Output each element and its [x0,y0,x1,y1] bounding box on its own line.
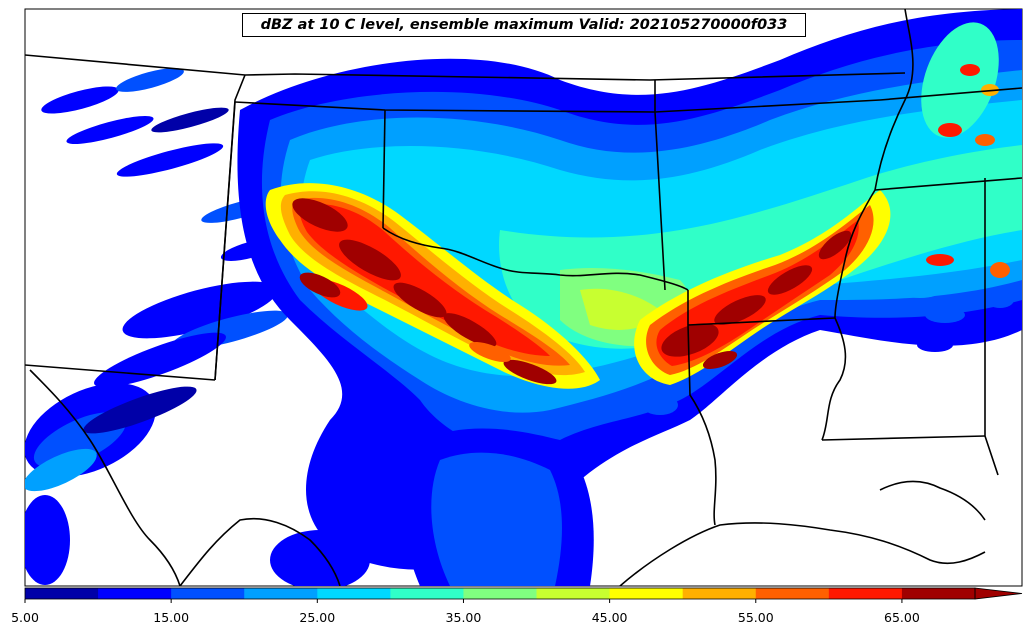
oklahoma-panhandle-border [382,109,386,229]
colorbar-segment [536,588,611,599]
mississippi-north-border [874,177,1022,191]
colorbar-tick-label: 55.00 [737,610,774,625]
colorbar-tick-label: 5.00 [11,610,39,625]
colorbar-segment [901,588,976,599]
colorbar-tick-label: 25.00 [299,610,336,625]
colorbar-tick-label: 35.00 [445,610,482,625]
texas-louisiana-border [687,290,717,526]
colorbar-segment [682,588,757,599]
colorbar [24,587,1023,603]
boundaries [25,9,1022,586]
colorbar-outline [24,587,976,600]
alabama-border [984,178,999,476]
arkansas-north-border [654,99,881,113]
colorbar-segment [244,588,318,599]
colorbar-segment [828,588,903,599]
louisiana-coast [879,480,986,521]
louisiana-south-border [821,435,986,441]
colorbar-segment [25,588,99,599]
colorbar-tick-label: 65.00 [884,610,920,625]
colorbar-tick-label: 45.00 [591,610,628,625]
colorbar-extend-arrow [974,587,1023,600]
kansas-north-border [25,54,906,81]
northeast-cells [898,22,1014,352]
map-title: dBZ at 10 C level, ensemble maximum Vali… [242,13,806,37]
intense-line-west [265,183,600,389]
texas-panhandle-west-border [214,101,236,381]
mexico-border-lower [179,517,341,586]
colorbar-segment [463,588,538,599]
colorbar-segment [755,588,830,599]
colorbar-segment [609,588,684,599]
new-mexico-south-border [25,364,216,381]
mississippi-river [821,9,914,441]
reflectivity-field [25,9,1022,586]
arkansas-south-border [687,317,836,326]
colorbar-segment [390,588,464,599]
south-cells [403,395,678,586]
western-cells [25,68,370,586]
colorbar-segment [98,588,172,599]
red-river [382,227,689,291]
rio-grande [29,369,181,586]
tennessee-border [879,87,1022,101]
colorbar-segment [317,588,391,599]
colorbar-tick-label: 15.00 [153,610,190,625]
intense-line-east [634,190,891,385]
gulf-coastline [619,522,986,586]
colorbar-segment [171,588,245,599]
